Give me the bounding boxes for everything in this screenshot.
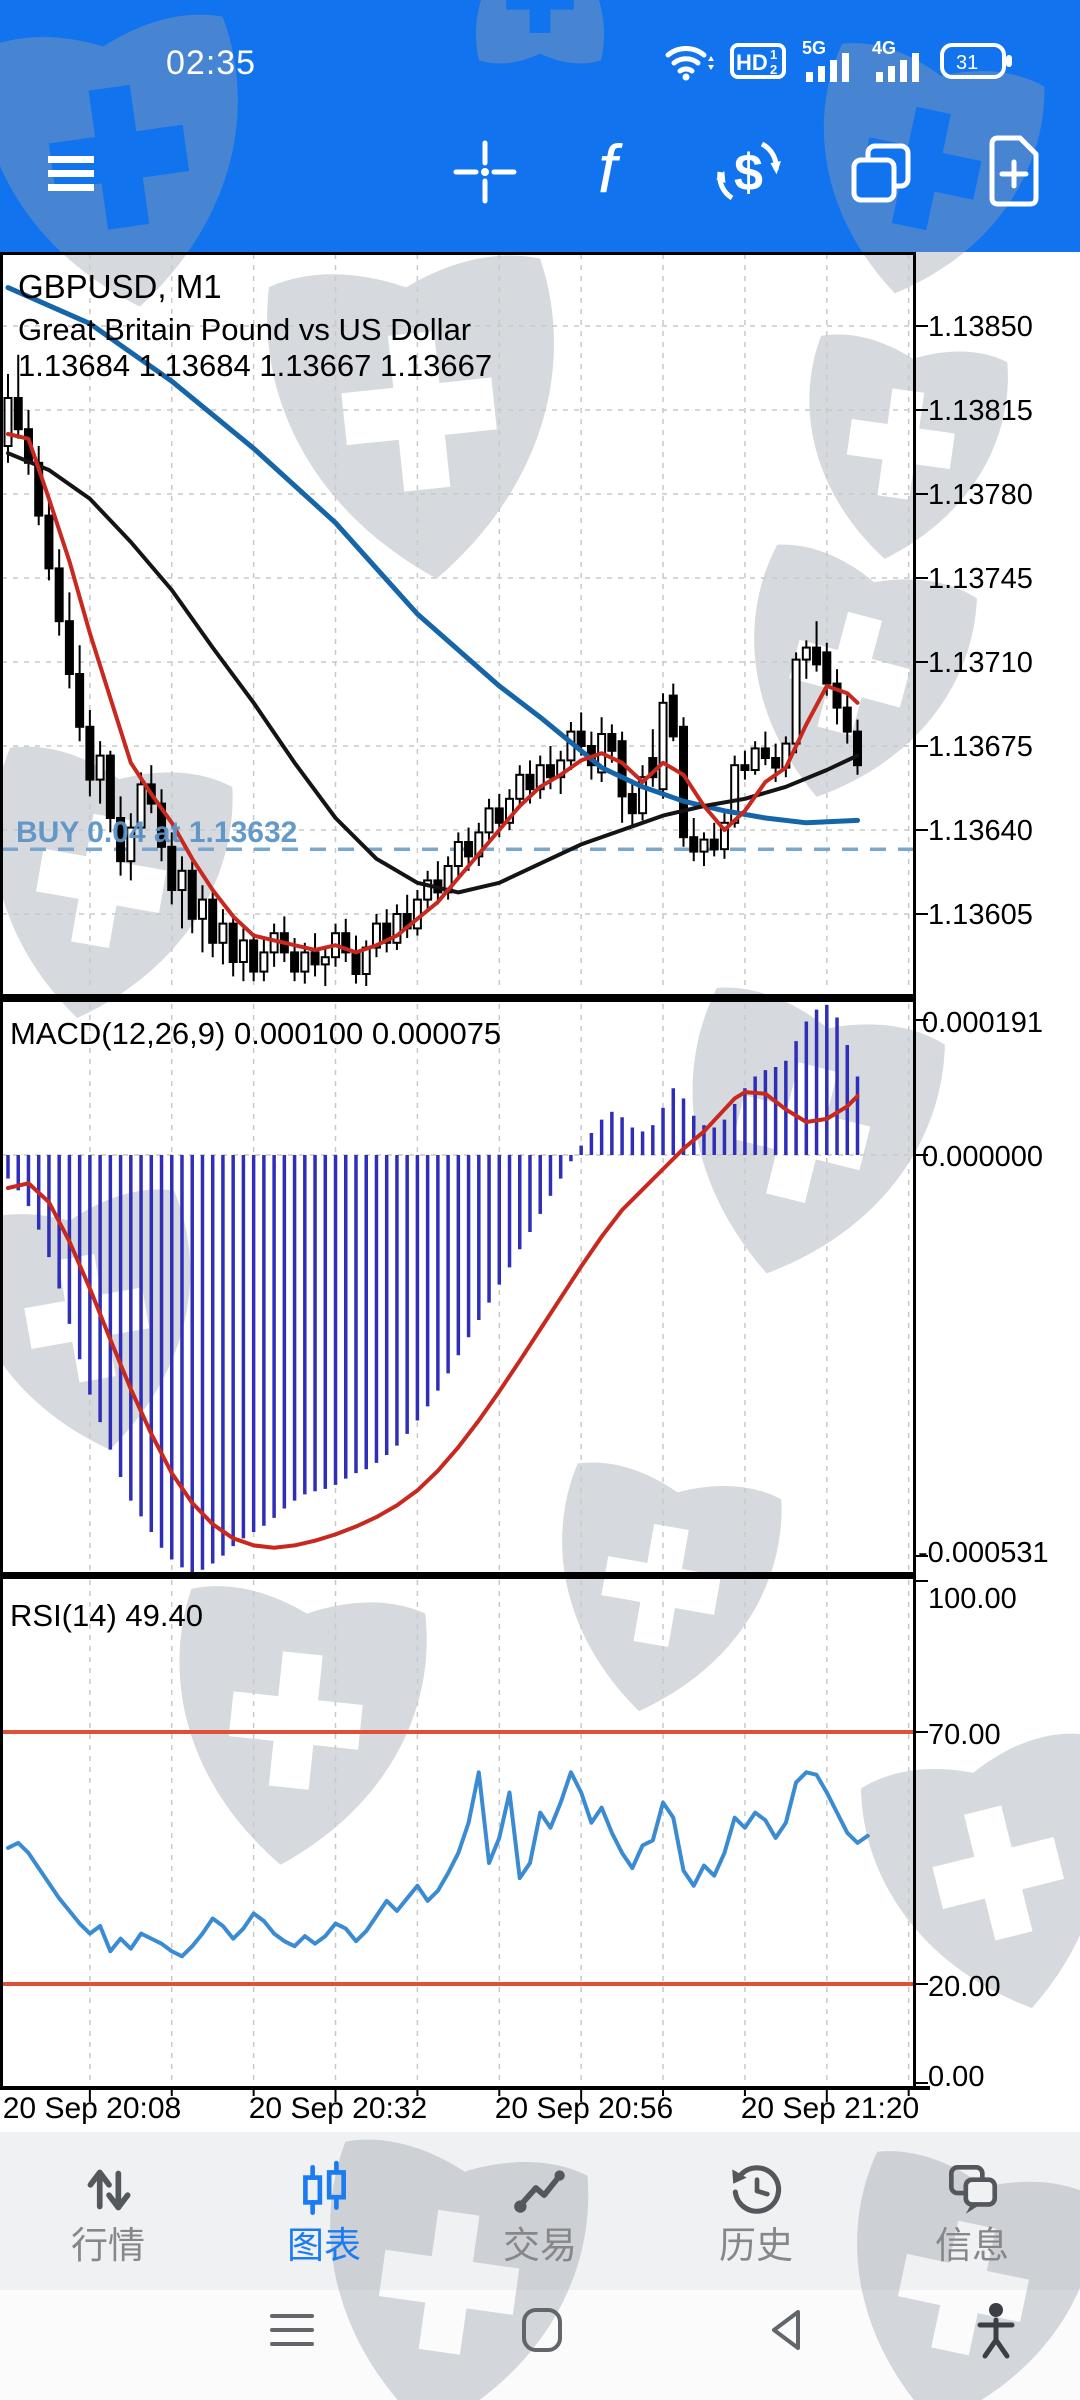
menu-icon[interactable] (46, 152, 96, 201)
bottom-nav: 行情 图表 交易 历史 (0, 2132, 1080, 2290)
price-axis-label: 1.13710 (928, 647, 1033, 679)
hd-volte-icon: HD 1 2 (730, 43, 786, 79)
position-buy-label: BUY 0.04 at 1.13632 (16, 816, 297, 849)
new-order-icon[interactable]: $ (712, 134, 784, 215)
quotes-arrows-icon (87, 2169, 131, 2210)
price-axis-label: 1.13850 (928, 311, 1033, 343)
chart-symbol-title: GBPUSD, M1 (18, 268, 222, 305)
rsi-axis-label: 20.00 (928, 1971, 1001, 2003)
trade-line-icon (514, 2169, 565, 2213)
rsi-axis-label: 0.00 (928, 2061, 984, 2093)
chart-candles-icon (303, 2160, 346, 2215)
chart-quote-line: 1.13684 1.13684 1.13667 1.13667 (18, 348, 492, 383)
macd-header: MACD(12,26,9) 0.000100 0.000075 (10, 1016, 501, 1051)
price-axis-label: 1.13815 (928, 395, 1033, 427)
macd-axis-label: 0.000000 (922, 1141, 1043, 1173)
chart-text-layer: GBPUSD, M1 Great Britain Pound vs US Dol… (3, 268, 1049, 2125)
crosshair-icon[interactable] (452, 139, 518, 210)
nav-item-history[interactable]: 历史 (648, 2132, 864, 2290)
rsi-header: RSI(14) 49.40 (10, 1598, 203, 1633)
svg-text:2: 2 (770, 62, 777, 77)
indicators-icon[interactable]: f (588, 131, 644, 213)
nav-item-charts[interactable]: 图表 (216, 2132, 432, 2290)
windows-icon[interactable] (848, 142, 914, 209)
svg-text:5G: 5G (802, 38, 826, 58)
wifi-icon (665, 46, 714, 81)
history-clock-icon (732, 2164, 782, 2214)
time-axis-label: 20 Sep 21:20 (741, 2092, 920, 2125)
svg-text:f: f (598, 136, 623, 207)
battery-icon: 31 (940, 43, 1012, 79)
nav-label: 交易 (503, 2224, 577, 2266)
nav-label: 行情 (71, 2224, 145, 2266)
time-axis-label: 20 Sep 20:32 (249, 2092, 428, 2125)
status-time: 02:35 (166, 44, 257, 82)
price-axis-label: 1.13745 (928, 563, 1033, 595)
signal-5g-icon: 5G (802, 38, 849, 82)
svg-text:HD: HD (736, 50, 768, 75)
back-triangle-icon[interactable] (766, 2306, 806, 2359)
nav-item-messages[interactable]: 信息 (864, 2132, 1080, 2290)
chart-graphics (0, 252, 930, 2102)
chart-instrument-name: Great Britain Pound vs US Dollar (18, 312, 471, 347)
home-square-icon[interactable] (520, 2306, 564, 2359)
new-chart-icon[interactable] (984, 134, 1042, 213)
nav-label: 历史 (719, 2224, 793, 2266)
nav-label: 图表 (287, 2224, 361, 2266)
price-axis-label: 1.13605 (928, 899, 1033, 931)
time-axis-label: 20 Sep 20:56 (495, 2092, 674, 2125)
nav-item-quotes[interactable]: 行情 (0, 2132, 216, 2290)
messages-icon (949, 2164, 998, 2214)
price-axis-label: 1.13640 (928, 815, 1033, 847)
svg-text:1: 1 (770, 47, 777, 62)
svg-text:31: 31 (956, 52, 978, 74)
price-axis-label: 1.13780 (928, 479, 1033, 511)
price-axis-label: 1.13675 (928, 731, 1033, 763)
rsi-axis-label: 100.00 (928, 1583, 1017, 1615)
recents-menu-icon[interactable] (268, 2310, 316, 2357)
rsi-axis-label: 70.00 (928, 1719, 1001, 1751)
time-axis-label: 20 Sep 20:08 (3, 2092, 182, 2125)
nav-label: 信息 (935, 2224, 1009, 2266)
svg-text:$: $ (734, 144, 763, 202)
macd-axis-label: 0.000191 (922, 1007, 1043, 1039)
nav-item-trade[interactable]: 交易 (432, 2132, 648, 2290)
signal-4g-icon: 4G (872, 38, 919, 82)
svg-text:4G: 4G (872, 38, 896, 58)
accessibility-person-icon[interactable] (968, 2300, 1024, 2367)
macd-axis-label: -0.000531 (918, 1537, 1049, 1569)
